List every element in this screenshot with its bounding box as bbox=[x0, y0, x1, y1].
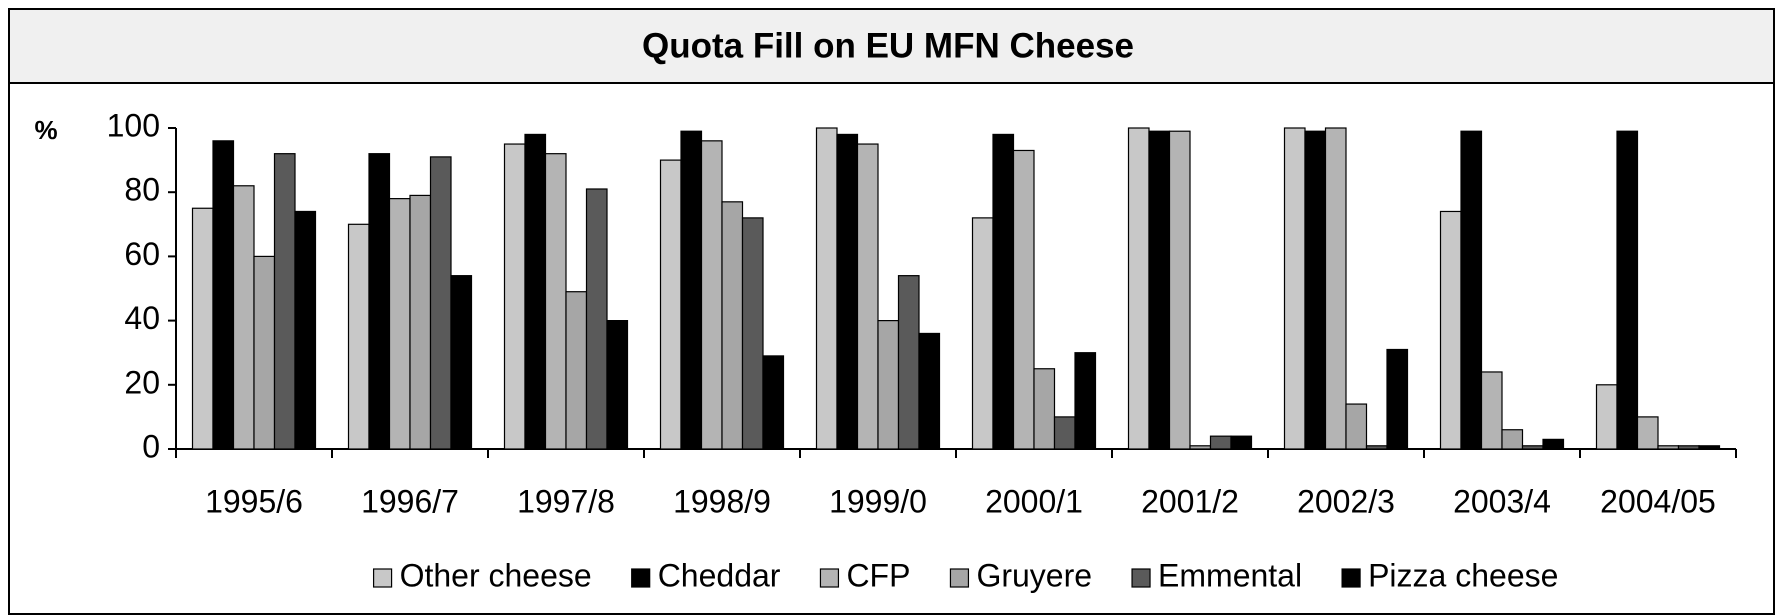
chart-title: Quota Fill on EU MFN Cheese bbox=[642, 26, 1134, 65]
bar bbox=[429, 156, 452, 450]
bar bbox=[253, 255, 276, 450]
bar bbox=[1168, 130, 1191, 450]
y-tick-label: 100 bbox=[107, 107, 160, 143]
bar bbox=[388, 198, 411, 450]
bar bbox=[1127, 127, 1150, 450]
bar bbox=[191, 207, 214, 450]
bar bbox=[1365, 445, 1388, 450]
x-tick-label: 1995/6 bbox=[205, 483, 303, 519]
bar bbox=[897, 275, 920, 450]
legend-swatch bbox=[1131, 568, 1151, 588]
legend-swatch bbox=[949, 568, 970, 588]
bar bbox=[232, 185, 255, 450]
legend-swatch bbox=[631, 568, 651, 588]
bar bbox=[1012, 149, 1035, 450]
y-axis-label: % bbox=[34, 115, 57, 145]
bar bbox=[680, 130, 703, 450]
x-tick-label: 1996/7 bbox=[361, 483, 459, 519]
legend-swatch bbox=[372, 568, 393, 588]
bar bbox=[1501, 429, 1524, 450]
bar bbox=[971, 217, 994, 450]
bar bbox=[1698, 445, 1721, 450]
bar bbox=[503, 143, 526, 450]
bar bbox=[836, 133, 859, 450]
legend-label: Other cheese bbox=[400, 557, 592, 593]
x-tick-label: 1998/9 bbox=[673, 483, 771, 519]
bar bbox=[409, 194, 432, 450]
legend-swatch bbox=[819, 568, 840, 588]
bar bbox=[741, 217, 764, 450]
bar bbox=[1148, 130, 1171, 450]
bar bbox=[1189, 445, 1212, 450]
bar bbox=[368, 153, 391, 450]
bar bbox=[1386, 348, 1409, 450]
bar bbox=[273, 153, 296, 450]
bar bbox=[1542, 438, 1565, 450]
bar bbox=[606, 320, 629, 450]
x-tick-label: 2004/05 bbox=[1600, 483, 1716, 519]
bar bbox=[294, 210, 317, 450]
bar bbox=[565, 291, 588, 450]
bar bbox=[1209, 435, 1232, 450]
legend-swatch bbox=[1341, 568, 1361, 588]
bar bbox=[1230, 435, 1253, 450]
bar bbox=[856, 143, 879, 450]
bar bbox=[1480, 371, 1503, 450]
bar bbox=[1053, 416, 1076, 450]
y-tick-label: 60 bbox=[124, 236, 160, 272]
bar bbox=[1460, 130, 1483, 450]
bar bbox=[347, 223, 370, 450]
bar bbox=[1595, 384, 1618, 450]
bar bbox=[762, 355, 785, 450]
bar bbox=[1521, 445, 1544, 450]
bar bbox=[918, 332, 941, 450]
bar bbox=[659, 159, 682, 450]
x-tick-label: 2001/2 bbox=[1141, 483, 1239, 519]
bar bbox=[1033, 368, 1056, 450]
bar bbox=[1616, 130, 1639, 450]
bar bbox=[1345, 403, 1368, 450]
bar bbox=[992, 133, 1015, 450]
y-tick-label: 0 bbox=[142, 428, 160, 464]
x-tick-label: 1999/0 bbox=[829, 483, 927, 519]
bar bbox=[1304, 130, 1327, 450]
bar bbox=[700, 140, 723, 450]
y-tick-label: 40 bbox=[124, 300, 160, 336]
y-tick-label: 80 bbox=[124, 172, 160, 208]
bar bbox=[877, 320, 900, 450]
bar bbox=[1074, 352, 1097, 450]
y-tick-label: 20 bbox=[124, 364, 160, 400]
bar bbox=[1657, 445, 1680, 450]
x-tick-label: 2003/4 bbox=[1453, 483, 1551, 519]
bar bbox=[1677, 445, 1700, 450]
bar bbox=[212, 140, 235, 450]
bar bbox=[1283, 127, 1306, 450]
legend-label: Cheddar bbox=[658, 557, 781, 593]
bar bbox=[1324, 127, 1347, 450]
x-tick-label: 2002/3 bbox=[1297, 483, 1395, 519]
legend-label: Gruyere bbox=[976, 557, 1092, 593]
bar bbox=[1636, 416, 1659, 450]
legend-label: Emmental bbox=[1158, 557, 1302, 593]
legend-label: CFP bbox=[846, 557, 910, 593]
x-tick-label: 1997/8 bbox=[517, 483, 615, 519]
x-tick-label: 2000/1 bbox=[985, 483, 1083, 519]
legend-label: Pizza cheese bbox=[1368, 557, 1558, 593]
bar bbox=[450, 275, 473, 450]
bar bbox=[1439, 210, 1462, 450]
bar bbox=[544, 153, 567, 450]
bar bbox=[815, 127, 838, 450]
bar bbox=[721, 201, 744, 450]
bar bbox=[524, 133, 547, 450]
bar bbox=[585, 188, 608, 450]
title-band bbox=[8, 8, 1775, 84]
